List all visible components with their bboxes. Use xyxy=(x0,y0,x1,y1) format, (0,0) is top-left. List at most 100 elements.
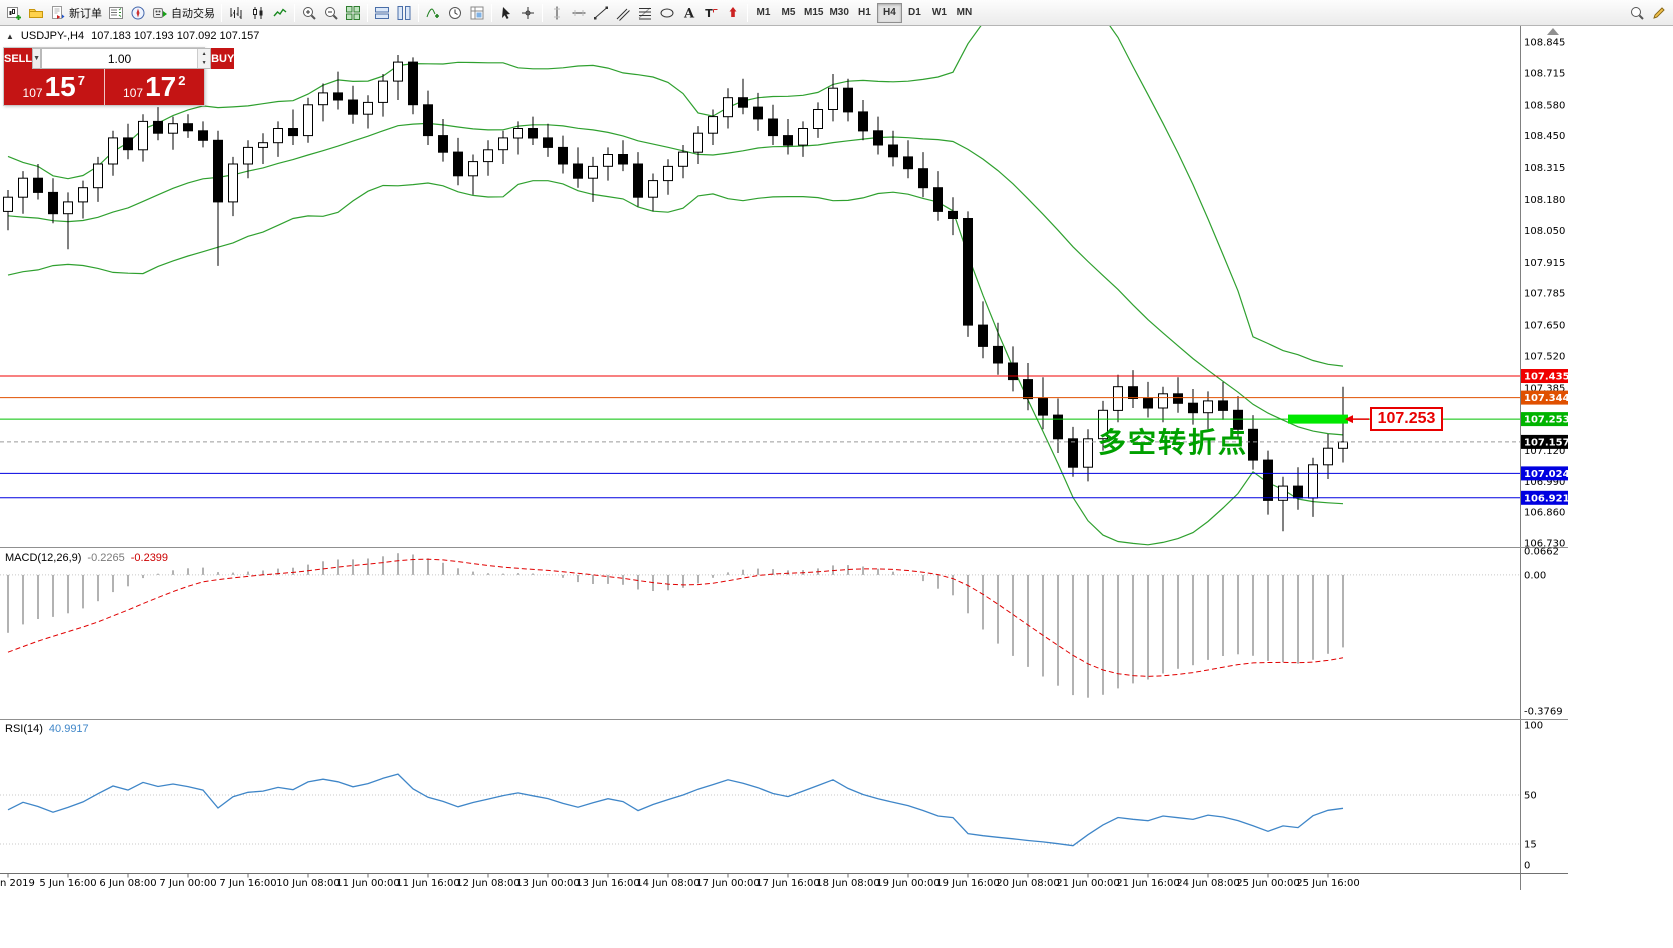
search-button[interactable] xyxy=(1626,2,1648,24)
horizontal-line-icon xyxy=(571,5,587,21)
fibonacci-icon xyxy=(637,5,653,21)
horizontal-line-button[interactable] xyxy=(568,2,590,24)
axes-layer: 108.845 108.715 108.580 108.450 108.315 108.1… xyxy=(0,26,1570,890)
sell-button[interactable]: SELL xyxy=(4,48,33,69)
edit-icon xyxy=(1651,5,1667,21)
timeframe-h4-button[interactable]: H4 xyxy=(876,2,902,23)
svg-text:15: 15 xyxy=(1524,840,1537,851)
templates-button[interactable] xyxy=(466,2,488,24)
timeframe-m15-button[interactable]: M15 xyxy=(801,3,826,23)
sell-price[interactable]: 107 15 7 xyxy=(4,69,105,105)
toolbar-separator xyxy=(542,3,543,22)
shapes-button[interactable] xyxy=(656,2,678,24)
timeframe-m1-button[interactable]: M1 xyxy=(751,3,776,23)
price-axis[interactable] xyxy=(1521,26,1569,890)
market-watch-button[interactable] xyxy=(105,2,127,24)
macd-signal-value: -0.2399 xyxy=(130,552,169,564)
svg-text:21 Jun 00:00: 21 Jun 00:00 xyxy=(1056,878,1120,889)
buy-price[interactable]: 107 17 2 xyxy=(123,71,186,102)
periods-button[interactable] xyxy=(444,2,466,24)
rsi-value: 40.9917 xyxy=(48,723,89,735)
chart-bars-button[interactable] xyxy=(225,2,247,24)
fibonacci-button[interactable] xyxy=(634,2,656,24)
svg-text:106.921: 106.921 xyxy=(1524,493,1570,504)
zoom-in-button[interactable] xyxy=(298,2,320,24)
macd-main-value: -0.2265 xyxy=(87,552,125,564)
chart-line-button[interactable] xyxy=(269,2,291,24)
bollinger-upper-band xyxy=(7,26,1344,367)
svg-text:17 Jun 00:00: 17 Jun 00:00 xyxy=(696,878,760,889)
toolbar-separator xyxy=(221,3,222,22)
one-click-toggle-icon[interactable]: ▲ xyxy=(6,31,14,41)
search-icon xyxy=(1629,5,1645,21)
svg-text:0: 0 xyxy=(1524,861,1530,872)
svg-text:108.180: 108.180 xyxy=(1524,195,1565,206)
svg-text:11 Jun 00:00: 11 Jun 00:00 xyxy=(336,878,400,889)
timeframe-mn-button[interactable]: MN xyxy=(952,3,977,23)
tile-windows-button[interactable] xyxy=(342,2,364,24)
text-button[interactable]: A xyxy=(678,2,700,24)
crosshair-button[interactable] xyxy=(517,2,539,24)
tile-windows-icon xyxy=(345,5,361,21)
auto-trading-label: 自动交易 xyxy=(171,7,215,20)
indicators-button[interactable] xyxy=(422,2,444,24)
profiles-icon xyxy=(28,5,44,21)
highlight-segment[interactable] xyxy=(1288,414,1348,424)
svg-text:T: T xyxy=(705,7,713,20)
macd-signal-line xyxy=(7,558,1344,677)
timeframe-m30-button[interactable]: M30 xyxy=(826,3,851,23)
volume-input[interactable] xyxy=(42,49,198,68)
new-chart-icon xyxy=(6,5,22,21)
rsi-label: RSI(14) 40.9917 xyxy=(5,723,89,735)
price-badge-107.253 xyxy=(1521,412,1568,427)
new-order-button[interactable]: 新订单 xyxy=(47,2,105,24)
edit-button[interactable] xyxy=(1648,2,1670,24)
main-chart-layer[interactable] xyxy=(0,0,1520,546)
svg-text:108.050: 108.050 xyxy=(1524,226,1565,237)
svg-text:17 Jun 16:00: 17 Jun 16:00 xyxy=(756,878,820,889)
order-options-dropdown[interactable]: ▼ xyxy=(32,48,42,69)
new-chart-button[interactable] xyxy=(3,2,25,24)
arrange-horizontal-button[interactable] xyxy=(371,2,393,24)
timeframe-h1-button[interactable]: H1 xyxy=(852,3,877,23)
timeframe-w1-button[interactable]: W1 xyxy=(927,3,952,23)
toolbar-separator xyxy=(367,3,368,22)
svg-text:21 Jun 16:00: 21 Jun 16:00 xyxy=(1116,878,1180,889)
svg-text:11 Jun 16:00: 11 Jun 16:00 xyxy=(396,878,460,889)
volume-up-button[interactable]: ▲ xyxy=(198,49,211,59)
trendline-button[interactable] xyxy=(590,2,612,24)
cursor-button[interactable] xyxy=(495,2,517,24)
svg-text:7 Jun 16:00: 7 Jun 16:00 xyxy=(219,878,276,889)
svg-text:13 Jun 16:00: 13 Jun 16:00 xyxy=(576,878,640,889)
svg-text:7 Jun 00:00: 7 Jun 00:00 xyxy=(159,878,216,889)
zoom-out-button[interactable] xyxy=(320,2,342,24)
svg-text:5 Jun 2019: 5 Jun 2019 xyxy=(0,878,35,889)
chart-shift-marker[interactable] xyxy=(1547,28,1559,35)
arrows-button[interactable] xyxy=(722,2,744,24)
buy-button[interactable]: BUY xyxy=(211,48,235,69)
volume-down-button[interactable]: ▼ xyxy=(198,58,211,68)
price-callout-box[interactable]: 107.253 xyxy=(1370,407,1443,431)
crosshair-icon xyxy=(520,5,536,21)
navigator-button[interactable] xyxy=(127,2,149,24)
profiles-button[interactable] xyxy=(25,2,47,24)
price-badge-107.024 xyxy=(1521,466,1568,481)
timeframe-m5-button[interactable]: M5 xyxy=(776,3,801,23)
market-watch-icon xyxy=(108,5,124,21)
equidistant-channel-button[interactable] xyxy=(612,2,634,24)
auto-trading-button[interactable]: 自动交易 xyxy=(149,2,218,24)
text-label-button[interactable]: T xyxy=(700,2,722,24)
svg-text:13 Jun 00:00: 13 Jun 00:00 xyxy=(516,878,580,889)
svg-text:108.715: 108.715 xyxy=(1524,68,1565,79)
timeframe-d1-button[interactable]: D1 xyxy=(902,3,927,23)
callout-arrow-head xyxy=(1345,415,1353,424)
rsi-title: RSI(14) xyxy=(5,723,43,735)
svg-text:108.450: 108.450 xyxy=(1524,131,1565,142)
svg-text:107.650: 107.650 xyxy=(1524,321,1565,332)
svg-text:18 Jun 08:00: 18 Jun 08:00 xyxy=(816,878,880,889)
chart-candles-button[interactable] xyxy=(247,2,269,24)
svg-text:107.915: 107.915 xyxy=(1524,258,1565,269)
vertical-line-button[interactable] xyxy=(546,2,568,24)
arrange-vertical-button[interactable] xyxy=(393,2,415,24)
